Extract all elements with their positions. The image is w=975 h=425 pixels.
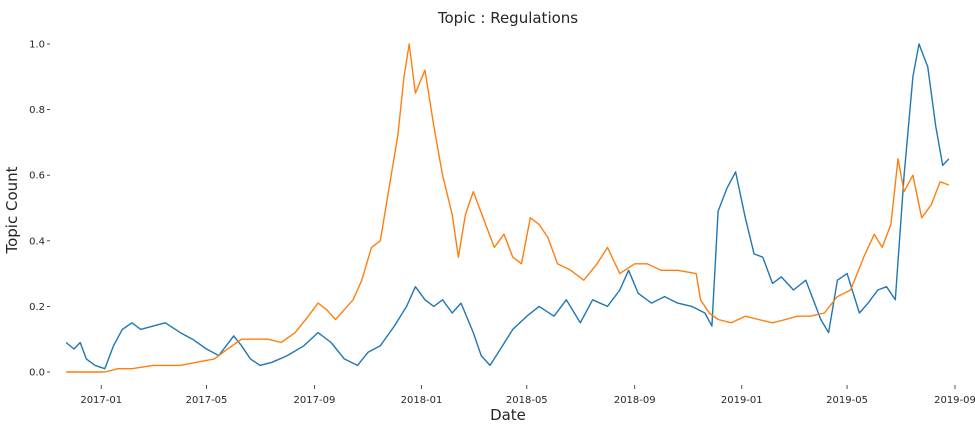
y-tick-label: 0.0 bbox=[29, 368, 45, 379]
x-tick-label: 2018-01 bbox=[401, 395, 443, 406]
x-tick-label: 2018-05 bbox=[506, 395, 548, 406]
chart-title: Topic : Regulations bbox=[437, 9, 578, 27]
y-tick-label: 0.6 bbox=[29, 171, 45, 182]
y-tick-layer: 0.0 0.2 0.4 0.6 0.8 1.0 bbox=[29, 40, 50, 379]
y-tick-label: 0.4 bbox=[29, 236, 45, 247]
series-layer bbox=[65, 43, 950, 373]
y-tick-label: 0.8 bbox=[29, 105, 45, 116]
x-tick-label: 2018-09 bbox=[614, 395, 656, 406]
series-line-1 bbox=[65, 43, 950, 370]
y-axis-label: Topic Count bbox=[3, 166, 21, 254]
x-tick-label: 2019-01 bbox=[721, 395, 763, 406]
series-line-2 bbox=[66, 43, 950, 373]
x-tick-label: 2017-01 bbox=[80, 395, 122, 406]
x-tick-layer: 2017-01 2017-05 2017-09 2018-01 2018-05 2018-… bbox=[80, 385, 975, 406]
x-tick-label: 2019-05 bbox=[826, 395, 868, 406]
y-tick-label: 0.2 bbox=[29, 302, 45, 313]
y-tick-label: 1.0 bbox=[29, 40, 45, 51]
x-tick-label: 2017-09 bbox=[294, 395, 336, 406]
x-axis-label: Date bbox=[490, 406, 526, 424]
x-tick-label: 2017-05 bbox=[186, 395, 228, 406]
x-tick-label: 2019-09 bbox=[934, 395, 975, 406]
